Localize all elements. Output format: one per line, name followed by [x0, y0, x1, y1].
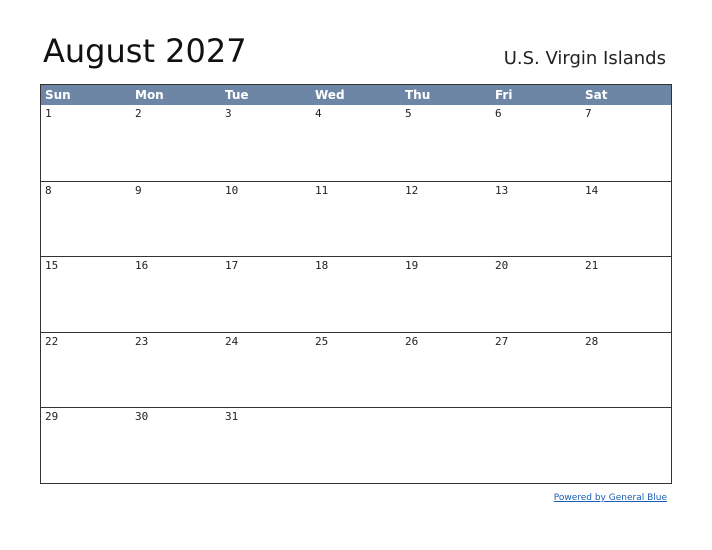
day-cell: 6: [495, 107, 502, 120]
day-cell: 10: [225, 183, 239, 197]
day-cell: 29: [45, 410, 59, 424]
day-cell: 23: [135, 334, 149, 348]
day-cell: 17: [225, 259, 239, 273]
day-cell: 26: [405, 334, 419, 348]
day-cell: 2: [135, 107, 142, 120]
weekday: Tue: [225, 88, 249, 102]
week-row: 1 2 3 4 5 6 7: [41, 105, 671, 181]
day-cell: 4: [315, 107, 322, 120]
weekday: Mon: [135, 88, 164, 102]
day-cell: 16: [135, 259, 149, 273]
weekday: Sat: [585, 88, 608, 102]
week-row: 22 23 24 25 26 27 28: [41, 331, 671, 408]
day-cell: 18: [315, 259, 329, 273]
week-row: 8 9 10 11 12 13 14: [41, 180, 671, 257]
weekday: Thu: [405, 88, 431, 102]
day-cell: 25: [315, 334, 329, 348]
day-cell: 9: [135, 183, 142, 197]
day-cell: 13: [495, 183, 509, 197]
footer-link[interactable]: Powered by General Blue: [553, 493, 667, 503]
weekday: Wed: [315, 88, 345, 102]
day-cell: 5: [405, 107, 412, 120]
day-cell: 11: [315, 183, 329, 197]
day-cell: 31: [225, 410, 239, 424]
day-cell: 30: [135, 410, 149, 424]
week-row: 15 16 17 18 19 20 21: [41, 256, 671, 332]
region: U.S. Virgin Islands: [503, 48, 666, 69]
title: August 2027: [43, 32, 247, 70]
weekday-header: Sun Mon Tue Wed Thu Fri Sat: [41, 85, 671, 105]
day-cell: 12: [405, 183, 419, 197]
weeks: 1 2 3 4 5 6 7 8 9 10 11 12 13 14 15 16 17 18 19 20 21 22 23 24 2…: [41, 105, 671, 483]
day-cell: 3: [225, 107, 232, 120]
day-cell: [581, 408, 671, 483]
day-cell: 21: [585, 259, 599, 273]
weekday: Sun: [45, 88, 71, 102]
day-cell: 19: [405, 259, 419, 273]
day-cell: 7: [585, 107, 592, 120]
day-cell: 8: [45, 183, 52, 197]
day-cell: 15: [45, 259, 59, 273]
week-row: 29 30 31: [41, 407, 671, 483]
day-cell: [401, 408, 491, 483]
day-cell: 22: [45, 334, 59, 348]
day-cell: [311, 408, 401, 483]
calendar: Sun Mon Tue Wed Thu Fri Sat 1 2 3 4 5 6 7 8 9 10 11 12 13 1…: [40, 84, 672, 484]
day-cell: 27: [495, 334, 509, 348]
day-cell: 1: [45, 107, 52, 120]
day-cell: 28: [585, 334, 599, 348]
weekday: Fri: [495, 88, 513, 102]
day-cell: [491, 408, 581, 483]
day-cell: 14: [585, 183, 599, 197]
day-cell: 24: [225, 334, 239, 348]
day-cell: 20: [495, 259, 509, 273]
